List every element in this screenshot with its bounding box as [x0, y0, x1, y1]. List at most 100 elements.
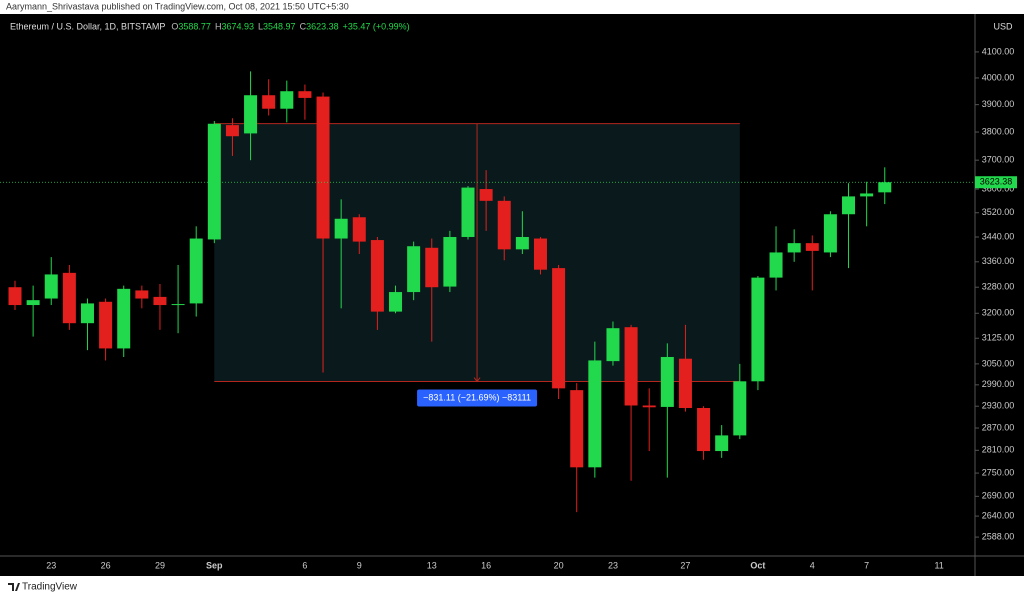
ohlc-value: 3674.93 [221, 21, 254, 31]
candle-body [515, 236, 529, 250]
candle-body [697, 408, 711, 452]
candle-body [334, 218, 348, 239]
plot: 4100.00 4000.00 3900.00 3800.00 3700.00 3600.… [0, 46, 1014, 570]
y-tick-label: 2690.00 [982, 491, 1015, 501]
ohlc-value: 3623.38 [306, 21, 339, 31]
candle-body [425, 247, 439, 288]
candle-body [225, 125, 239, 137]
ohlc-value: 3548.97 [263, 21, 296, 31]
candle-body [461, 187, 475, 237]
x-tick-label: 20 [554, 560, 564, 570]
y-tick-label: 3600.00 [982, 183, 1015, 193]
measure-label-box [417, 389, 538, 407]
x-tick-label: 29 [155, 560, 165, 570]
candle-body [316, 96, 330, 239]
x-tick-label: 26 [101, 560, 111, 570]
candle-body [642, 405, 656, 408]
y-tick-label: 4100.00 [982, 46, 1015, 56]
candle-body [533, 238, 547, 270]
candle-body [62, 272, 76, 324]
candle-body [8, 287, 22, 306]
candle-body [552, 268, 566, 389]
candle-body [262, 95, 276, 109]
candle-body [44, 274, 58, 299]
logo-mark [8, 583, 20, 591]
last-price-label: 3623.38 [980, 177, 1013, 187]
candle-body [715, 435, 729, 452]
y-tick-label: 2640.00 [982, 510, 1015, 520]
candle-body [805, 243, 819, 251]
candle-body [497, 200, 511, 250]
y-tick-label: 3360.00 [982, 256, 1015, 266]
y-tick-label: 3050.00 [982, 358, 1015, 368]
y-tick-label: 3440.00 [982, 231, 1015, 241]
candle-body [479, 189, 493, 201]
candle-body [769, 252, 783, 278]
x-tick-label: 13 [427, 560, 437, 570]
x-tick-label: 16 [481, 560, 491, 570]
candle-body [443, 236, 457, 287]
candle-body [751, 277, 765, 382]
candle-body [298, 91, 312, 98]
ohlc-value: 3588.77 [178, 21, 211, 31]
x-tick-label: 11 [934, 560, 943, 570]
y-tick-label: 2990.00 [982, 379, 1015, 389]
candle-body [823, 214, 837, 253]
candle-body [80, 303, 94, 324]
y-tick-label: 2750.00 [982, 467, 1015, 477]
candle-body [153, 296, 167, 306]
ohlc-label: H [215, 21, 222, 31]
y-tick-label: 3200.00 [982, 308, 1015, 318]
candle-body [733, 381, 747, 436]
candle-body [280, 91, 294, 109]
measure-label: −831.11 (−21.69%) −83111 [423, 392, 531, 402]
x-tick-label: 9 [357, 560, 362, 570]
candle-body [787, 243, 801, 253]
candle-body [624, 327, 638, 406]
y-tick-label: 2588.00 [982, 531, 1015, 541]
candle-body [99, 301, 113, 349]
x-tick-label: Sep [206, 560, 223, 570]
y-tick-label: 2930.00 [982, 401, 1015, 411]
x-tick-label: 7 [864, 560, 869, 570]
last-price-tag [975, 176, 1017, 189]
candle-body [606, 328, 620, 362]
y-tick-label: 3520.00 [982, 207, 1015, 217]
candle-body [207, 123, 221, 240]
ohlc-label: L [258, 21, 263, 31]
symbol-title: Ethereum / U.S. Dollar, 1D, BITSTAMP [10, 21, 165, 31]
y-tick-label: 3280.00 [982, 282, 1015, 292]
candle-body [660, 356, 674, 407]
y-tick-label: 3800.00 [982, 126, 1015, 136]
y-tick-label: 2810.00 [982, 445, 1015, 455]
y-tick-label: 2870.00 [982, 422, 1015, 432]
candle-body [135, 290, 149, 299]
y-tick-label: 3900.00 [982, 99, 1015, 109]
candle-body [171, 304, 185, 306]
currency-label[interactable]: USD [993, 21, 1013, 31]
x-tick-label: Oct [750, 560, 765, 570]
candle-body [842, 196, 856, 215]
x-tick-label: 23 [46, 560, 56, 570]
candle-body [352, 217, 366, 242]
x-tick-label: 6 [302, 560, 307, 570]
candle-body [860, 193, 874, 197]
brand: TradingView [22, 582, 78, 593]
candle-body [244, 95, 258, 134]
y-tick-label: 4000.00 [982, 72, 1015, 82]
ohlc-label: C [300, 21, 307, 31]
ohlc-label: O [171, 21, 178, 31]
candle-body [588, 360, 602, 468]
footer-logo: TradingView [8, 582, 78, 593]
x-tick-label: 27 [680, 560, 690, 570]
candle-body [878, 182, 892, 193]
x-tick-label: 23 [608, 560, 618, 570]
candle-body [117, 288, 131, 349]
candle-body [26, 300, 40, 306]
candle-body [389, 292, 403, 312]
candle-body [570, 390, 584, 468]
candle-body [678, 358, 692, 409]
candle-body [189, 238, 203, 304]
change-label: +35.47 (+0.99%) [343, 21, 410, 31]
